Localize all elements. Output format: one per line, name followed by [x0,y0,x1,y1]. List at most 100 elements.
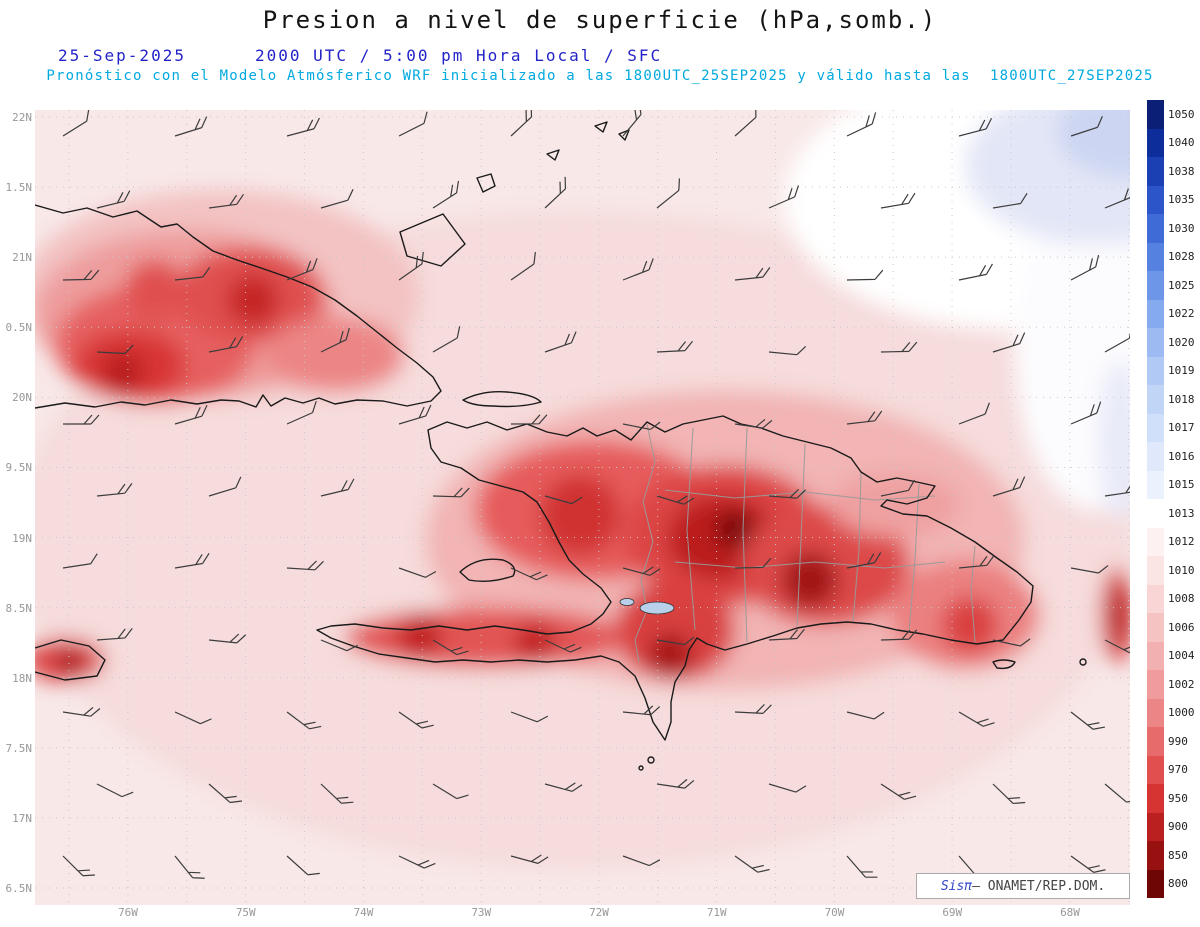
colorbar-swatch [1147,727,1164,756]
colorbar-value: 1010 [1168,563,1195,577]
colorbar-value: 900 [1168,820,1188,834]
colorbar-entry: 990 [1147,727,1199,756]
colorbar-swatch [1147,442,1164,471]
lat-label: 1.5N [5,181,33,195]
colorbar-entry: 1022 [1147,299,1199,328]
colorbar-entry: 1035 [1147,185,1199,214]
wind-barbs [62,110,1130,879]
lon-label: 70W [824,906,845,919]
colorbar-entry: 1006 [1147,613,1199,642]
colorbar-value: 1018 [1168,392,1195,406]
colorbar-value: 1025 [1168,278,1195,292]
colorbar-swatch [1147,271,1164,300]
colorbar-swatch [1147,499,1164,528]
colorbar-value: 950 [1168,791,1188,805]
colorbar-value: 1016 [1168,449,1195,463]
colorbar-entry: 800 [1147,869,1199,898]
time-label: 2000 UTC / 5:00 pm Hora Local / SFC [255,46,663,65]
admin-borders [634,423,976,663]
brand-label: Sisπ [940,878,973,894]
lake-enriquillo [619,598,675,615]
colorbar-entry: 1020 [1147,328,1199,357]
colorbar-swatch [1147,641,1164,670]
colorbar-entry: 950 [1147,784,1199,813]
colorbar-swatch [1147,100,1164,129]
lon-label: 72W [589,906,609,919]
coast-beata-islet [647,756,655,764]
coast-turks-caicos [546,121,630,161]
colorbar-swatch [1147,755,1164,784]
colorbar-value: 990 [1168,734,1188,748]
coast-mona [1079,658,1087,666]
colorbar-value: 1019 [1168,364,1195,378]
colorbar-swatch [1147,356,1164,385]
colorbar-value: 1038 [1168,164,1195,178]
colorbar-entry: 1017 [1147,413,1199,442]
colorbar-value: 1030 [1168,221,1195,235]
colorbar-value: 1006 [1168,620,1195,634]
colorbar-entry: 1050 [1147,100,1199,129]
colorbar-entry: 1028 [1147,242,1199,271]
colorbar-entry: 1016 [1147,442,1199,471]
colorbar-swatch [1147,128,1164,157]
colorbar-swatch [1147,670,1164,699]
colorbar-value: 1008 [1168,592,1195,606]
coast-tortuga [462,390,542,408]
colorbar-swatch [1147,185,1164,214]
colorbar-entry: 1010 [1147,556,1199,585]
colorbar-swatch [1147,698,1164,727]
colorbar-entry: 1008 [1147,584,1199,613]
colorbar-swatch [1147,812,1164,841]
lat-label: 17N [12,811,32,825]
colorbar-swatch [1147,613,1164,642]
colorbar-entry: 1019 [1147,356,1199,385]
lon-label: 74W [353,906,374,919]
colorbar-value: 1002 [1168,677,1195,691]
lat-label: 20N [12,391,32,405]
colorbar-value: 1020 [1168,335,1195,349]
colorbar-entry: 1013 [1147,499,1199,528]
page-title: Presion a nivel de superficie (hPa,somb.… [262,6,938,34]
colorbar-value: 1013 [1168,506,1195,520]
colorbar-entry: 1000 [1147,698,1199,727]
colorbar-value: 800 [1168,877,1188,891]
lat-label: 19N [12,531,32,545]
colorbar-entry: 900 [1147,812,1199,841]
pressure-shading [35,110,1130,870]
colorbar-entry: 850 [1147,841,1199,870]
colorbar-value: 1022 [1168,307,1195,321]
coast-eastern-cuba [35,204,442,409]
coastlines [35,121,1087,771]
lat-label: 7.5N [5,741,33,755]
pressure-map [35,110,1130,905]
colorbar-swatch [1147,413,1164,442]
colorbar-swatch [1147,556,1164,585]
lat-label: 18N [12,671,32,685]
colorbar-swatch [1147,299,1164,328]
colorbar-entry: 1018 [1147,385,1199,414]
lon-label: 69W [942,906,963,919]
colorbar-entry: 1038 [1147,157,1199,186]
attribution-text: – ONAMET/REP.DOM. [972,878,1106,894]
colorbar-swatch [1147,841,1164,870]
colorbar-entry: 1015 [1147,470,1199,499]
map-svg [35,110,1130,905]
colorbar-value: 970 [1168,763,1188,777]
colorbar-swatch [1147,527,1164,556]
colorbar-value: 850 [1168,848,1188,862]
lon-label: 73W [471,906,492,919]
colorbar-entry: 1002 [1147,670,1199,699]
colorbar-swatch [1147,328,1164,357]
date-label: 25-Sep-2025 [58,46,186,65]
colorbar-entry: 1004 [1147,641,1199,670]
coast-saona [992,659,1016,670]
colorbar-entry: 970 [1147,755,1199,784]
colorbar-value: 1035 [1168,193,1195,207]
colorbar-entry: 1040 [1147,128,1199,157]
colorbar-value: 1017 [1168,421,1195,435]
lat-label: 6.5N [5,881,33,895]
colorbar-value: 1050 [1168,107,1195,121]
coast-great-inagua [399,213,466,267]
colorbar-value: 1015 [1168,478,1195,492]
